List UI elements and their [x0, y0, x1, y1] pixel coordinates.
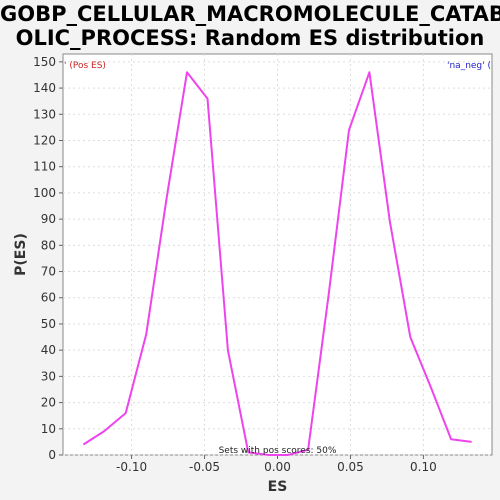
y-tick-label: 150 — [33, 55, 56, 69]
x-tick-label: -0.10 — [116, 460, 147, 474]
x-tick-label: -0.05 — [189, 460, 220, 474]
pos-scores-annotation: Sets with pos scores: 50% — [219, 446, 337, 456]
grid-lines — [63, 54, 492, 456]
y-tick-label: 60 — [41, 291, 56, 305]
y-axis-label: P(ES) — [13, 233, 29, 276]
y-tick-label: 30 — [41, 369, 56, 383]
y-tick-label: 10 — [41, 422, 56, 436]
x-tick-label: 0.10 — [410, 460, 437, 474]
y-tick-label: 40 — [41, 343, 56, 357]
legend-neg-entry: 'na_neg' ( — [447, 61, 491, 71]
y-tick-label: 100 — [33, 186, 56, 200]
y-tick-label: 0 — [48, 448, 56, 462]
x-tick-label: 0.00 — [264, 460, 291, 474]
x-tick-label: 0.05 — [337, 460, 364, 474]
y-tick-label: 70 — [41, 265, 56, 279]
y-tick-label: 80 — [41, 238, 56, 252]
axes: 0 10 20 30 40 50 60 70 80 90 100 110 120 130 140 150 -0.… — [33, 55, 437, 474]
x-axis-label: ES — [268, 479, 288, 495]
y-tick-label: 120 — [33, 133, 56, 147]
y-tick-label: 50 — [41, 317, 56, 331]
y-tick-label: 90 — [41, 212, 56, 226]
y-tick-label: 110 — [33, 160, 56, 174]
legend-pos-entry: ' (Pos ES) — [64, 61, 106, 71]
y-tick-label: 130 — [33, 107, 56, 121]
series-layer — [82, 71, 472, 456]
chart-title-line-1: GOBP_CELLULAR_MACROMOLECULE_CATAB — [0, 2, 500, 26]
y-tick-label: 20 — [41, 396, 56, 410]
y-tick-label: 140 — [33, 81, 56, 95]
chart-title-line-2: OLIC_PROCESS: Random ES distribution — [15, 26, 485, 50]
es-series-line — [82, 71, 472, 456]
